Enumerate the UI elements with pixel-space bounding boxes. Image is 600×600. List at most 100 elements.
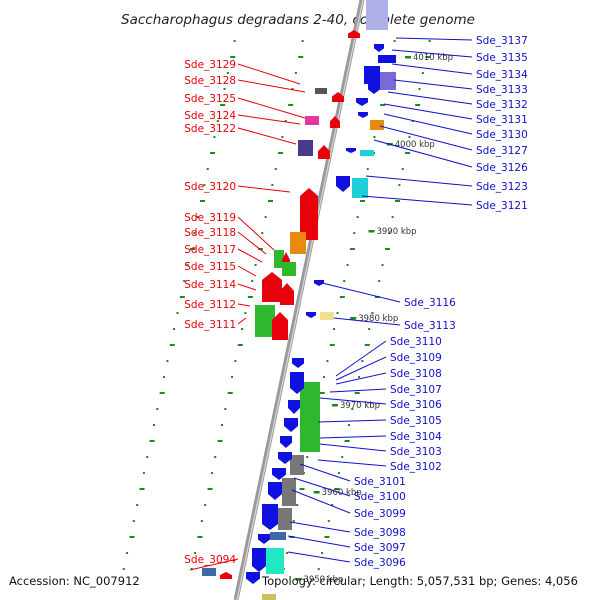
gc-dot xyxy=(173,328,176,330)
gene-block xyxy=(266,548,284,574)
leader-line xyxy=(299,463,351,482)
gc-dot xyxy=(169,344,175,346)
leader-line xyxy=(379,125,473,151)
gene-block xyxy=(278,508,292,530)
gc-dot xyxy=(418,88,421,90)
gc-dot xyxy=(152,424,155,426)
gc-dot xyxy=(371,312,374,314)
gc-dot xyxy=(384,248,390,250)
leader-line xyxy=(383,113,473,135)
gc-dot xyxy=(321,552,324,554)
gene-block xyxy=(364,66,380,84)
gc-dot xyxy=(159,392,165,394)
gene-arrow-down xyxy=(374,44,384,52)
leader-line xyxy=(237,303,251,307)
gc-dot xyxy=(233,40,236,42)
gene-label: Sde_3135 xyxy=(476,52,528,64)
gene-label: Sde_3114 xyxy=(184,279,236,291)
leader-line xyxy=(317,281,401,303)
gene-label: Sde_3125 xyxy=(184,93,236,105)
gc-dot xyxy=(247,296,253,298)
gc-dot xyxy=(408,136,411,138)
leader-line xyxy=(237,216,275,251)
gc-dot xyxy=(368,328,371,330)
gc-dot xyxy=(206,168,209,170)
gene-label: Sde_3104 xyxy=(390,431,442,443)
gene-arrow-up xyxy=(300,188,318,240)
gc-dot xyxy=(156,408,159,410)
gc-dot xyxy=(288,104,294,106)
gene-arrow-down xyxy=(346,148,356,153)
leader-line xyxy=(335,356,387,381)
gc-dot xyxy=(126,552,129,554)
gc-dot xyxy=(299,488,305,490)
gene-block xyxy=(370,120,384,130)
gene-arrow-down xyxy=(292,358,304,368)
gene-label: Sde_3094 xyxy=(184,554,236,566)
gc-dot xyxy=(298,56,304,58)
gc-dot xyxy=(331,504,334,506)
gc-dot xyxy=(207,488,213,490)
gene-arrow-up xyxy=(280,283,294,305)
gene-arrow-up xyxy=(332,92,344,102)
tick-label: 4000 kbp xyxy=(395,140,435,150)
gene-label: Sde_3107 xyxy=(390,384,442,396)
gc-dot xyxy=(364,344,370,346)
gc-dot xyxy=(346,264,349,266)
gc-dot xyxy=(139,488,145,490)
gene-label: Sde_3132 xyxy=(476,99,528,111)
gene-arrow-up xyxy=(272,312,288,340)
gene-arrow-up xyxy=(220,572,232,579)
leader-line xyxy=(237,79,306,93)
gc-dot xyxy=(220,424,223,426)
gene-block xyxy=(300,382,320,452)
gc-dot xyxy=(327,520,330,522)
gene-label: Sde_3129 xyxy=(184,59,236,71)
gc-dot xyxy=(214,456,217,458)
gc-dot xyxy=(294,72,297,74)
gene-arrow-down xyxy=(288,400,300,414)
gc-dot xyxy=(220,104,226,106)
gc-dot xyxy=(391,216,394,218)
topology-text: Topology: circular; Length: 5,057,531 bp… xyxy=(262,574,578,588)
gc-dot xyxy=(197,536,203,538)
gc-dot xyxy=(268,200,273,202)
gc-dot xyxy=(324,536,330,538)
gc-dot xyxy=(291,88,294,90)
leader-line xyxy=(237,97,306,119)
leader-line xyxy=(237,231,267,255)
gc-dot xyxy=(380,104,386,106)
gene-label: Sde_3102 xyxy=(390,461,442,473)
leader-line xyxy=(237,248,263,263)
gc-dot xyxy=(254,264,257,266)
gc-dot xyxy=(336,312,339,314)
gc-dot xyxy=(415,104,421,106)
gc-dot xyxy=(401,168,404,170)
leader-line xyxy=(393,79,473,90)
gene-label: Sde_3115 xyxy=(184,261,236,273)
leader-line xyxy=(383,103,473,120)
gc-dot xyxy=(194,552,197,554)
gc-dot xyxy=(306,456,309,458)
gene-label: Sde_3117 xyxy=(184,244,236,256)
gc-dot xyxy=(351,408,354,410)
gc-dot xyxy=(227,392,233,394)
gene-label: Sde_3123 xyxy=(476,181,528,193)
gene-block xyxy=(366,0,388,30)
leader-line xyxy=(319,443,387,452)
leader-line xyxy=(237,114,301,125)
gc-dot xyxy=(183,280,186,282)
gc-dot xyxy=(301,40,304,42)
gene-block xyxy=(282,478,296,506)
gc-dot xyxy=(210,152,216,154)
gene-block xyxy=(270,532,286,540)
gc-dot xyxy=(319,392,325,394)
gene-block xyxy=(298,140,313,156)
gc-dot xyxy=(146,456,149,458)
tick-label: 4010 kbp xyxy=(413,53,453,63)
leader-line xyxy=(361,195,473,206)
gc-dot xyxy=(261,232,264,234)
leader-line xyxy=(293,477,351,497)
gc-dot xyxy=(347,424,350,426)
gene-label: Sde_3096 xyxy=(354,557,406,569)
